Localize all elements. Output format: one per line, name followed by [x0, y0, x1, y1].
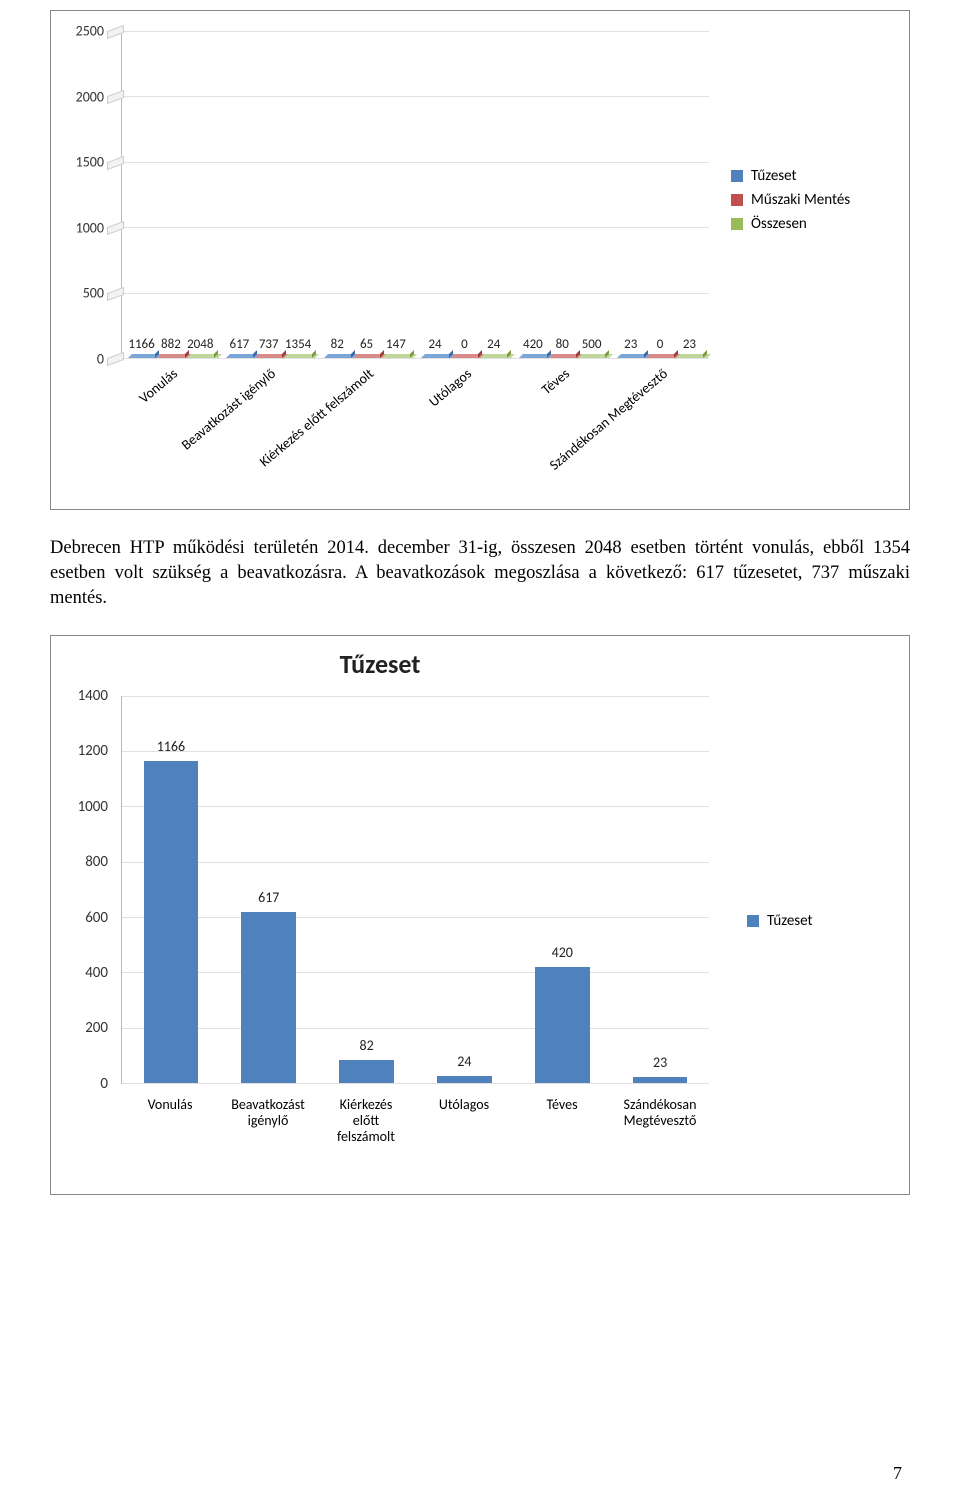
chart2-ytick-label: 400	[85, 964, 108, 982]
chart1-x-axis: VonulásBeavatkozást igénylőKiérkezés elő…	[121, 359, 709, 509]
chart1-value-label: 2048	[187, 337, 213, 352]
chart1-value-label: 24	[487, 337, 500, 352]
chart-tuzeset: Tűzeset 0 200 400 600 800 1000 1200 1400 1166 61…	[50, 635, 910, 1195]
chart2-y-axis: 0200400600800100012001400	[69, 696, 111, 1084]
chart2-bar	[535, 967, 590, 1083]
chart2-title: Tűzeset	[51, 648, 709, 680]
chart2-category-label: Kiérkezés előtt felszámolt	[317, 1097, 415, 1145]
chart1-value-label: 737	[259, 337, 279, 352]
chart2-ytick-label: 1200	[78, 742, 108, 760]
chart1-value-label: 420	[523, 337, 543, 352]
legend-label: Műszaki Mentés	[751, 191, 850, 209]
chart1-value-label: 23	[683, 337, 696, 352]
chart1-value-label: 65	[360, 337, 373, 352]
page: 05001000150020002500 1166882204861773713…	[0, 0, 960, 1502]
chart2-category-label: Téves	[513, 1097, 611, 1113]
chart1-value-label: 1166	[128, 337, 154, 352]
chart2-bar	[633, 1077, 688, 1083]
chart2-legend-item: Tűzeset	[747, 912, 887, 930]
chart2-bar	[241, 912, 296, 1083]
chart1-ytick-label: 2500	[76, 23, 104, 40]
chart1-value-label: 23	[624, 337, 637, 352]
chart1-legend-item: Összesen	[731, 215, 891, 233]
chart2-ytick-label: 1400	[78, 687, 108, 705]
chart2-bar	[339, 1060, 394, 1083]
legend-label: Összesen	[751, 215, 807, 233]
legend-label: Tűzeset	[767, 912, 813, 930]
legend-swatch	[731, 170, 743, 182]
chart1-category-label: Téves	[538, 365, 573, 398]
chart-grouped-summary: 0 500 1000 1500 2000 2500 1166 882 2048 617 737 13…	[50, 10, 910, 510]
chart1-value-label: 82	[331, 337, 344, 352]
chart1-legend: Tűzeset Műszaki Mentés Összesen	[731, 161, 891, 239]
chart2-value-label: 420	[552, 944, 573, 961]
chart1-value-label: 617	[230, 337, 250, 352]
chart2-category-label: Vonulás	[121, 1097, 219, 1113]
chart2-category-label: Beavatkozást igénylő	[219, 1097, 317, 1129]
chart1-value-label: 0	[657, 337, 664, 352]
chart2-ytick-label: 1000	[78, 798, 108, 816]
chart1-ytick-label: 0	[97, 351, 104, 368]
chart1-value-label: 24	[428, 337, 441, 352]
chart1-value-label: 882	[161, 337, 181, 352]
chart1-plot-area: 1166 882 2048 617 737 1354 82 65 147 24 0 24 420 80 50…	[121, 31, 709, 359]
chart1-value-label: 147	[386, 337, 406, 352]
legend-label: Tűzeset	[751, 167, 797, 185]
chart2-x-axis: VonulásBeavatkozást igénylőKiérkezés elő…	[121, 1089, 709, 1194]
chart1-category-label: Vonulás	[136, 365, 181, 407]
chart2-value-label: 82	[359, 1037, 373, 1054]
chart1-category-label: Beavatkozást igénylő	[178, 365, 279, 453]
legend-swatch	[731, 194, 743, 206]
chart1-value-label: 500	[582, 337, 602, 352]
chart2-bar	[144, 761, 199, 1083]
chart2-value-label: 24	[457, 1053, 471, 1070]
chart2-category-label: Utólagos	[415, 1097, 513, 1113]
chart1-legend-item: Tűzeset	[731, 167, 891, 185]
chart1-ytick-label: 1000	[76, 219, 104, 236]
page-number: 7	[893, 1463, 902, 1484]
chart1-value-label: 80	[556, 337, 569, 352]
chart1-ytick-label: 1500	[76, 154, 104, 171]
chart2-legend: Tűzeset	[747, 906, 887, 936]
chart1-ytick-label: 500	[83, 285, 104, 302]
legend-swatch	[747, 915, 759, 927]
chart1-category-label: Utólagos	[426, 365, 475, 410]
chart2-value-label: 1166	[157, 738, 185, 755]
chart2-bar	[437, 1076, 492, 1083]
chart2-ytick-label: 800	[85, 853, 108, 871]
chart1-value-label: 1354	[285, 337, 311, 352]
chart1-ytick-label: 2000	[76, 88, 104, 105]
chart2-value-label: 617	[258, 889, 279, 906]
chart2-ytick-label: 0	[100, 1075, 108, 1093]
legend-swatch	[731, 218, 743, 230]
summary-paragraph: Debrecen HTP működési területén 2014. de…	[50, 536, 910, 611]
chart2-value-label: 23	[653, 1054, 667, 1071]
chart1-y-axis: 05001000150020002500	[69, 31, 109, 359]
chart1-value-label: 0	[461, 337, 468, 352]
chart2-ytick-label: 600	[85, 909, 108, 927]
chart2-category-label: Szándékosan Megtévesztő	[611, 1097, 709, 1129]
chart2-plot-area: 1166 617 82 24 420 23	[121, 696, 709, 1084]
chart1-legend-item: Műszaki Mentés	[731, 191, 891, 209]
chart2-ytick-label: 200	[85, 1019, 108, 1037]
